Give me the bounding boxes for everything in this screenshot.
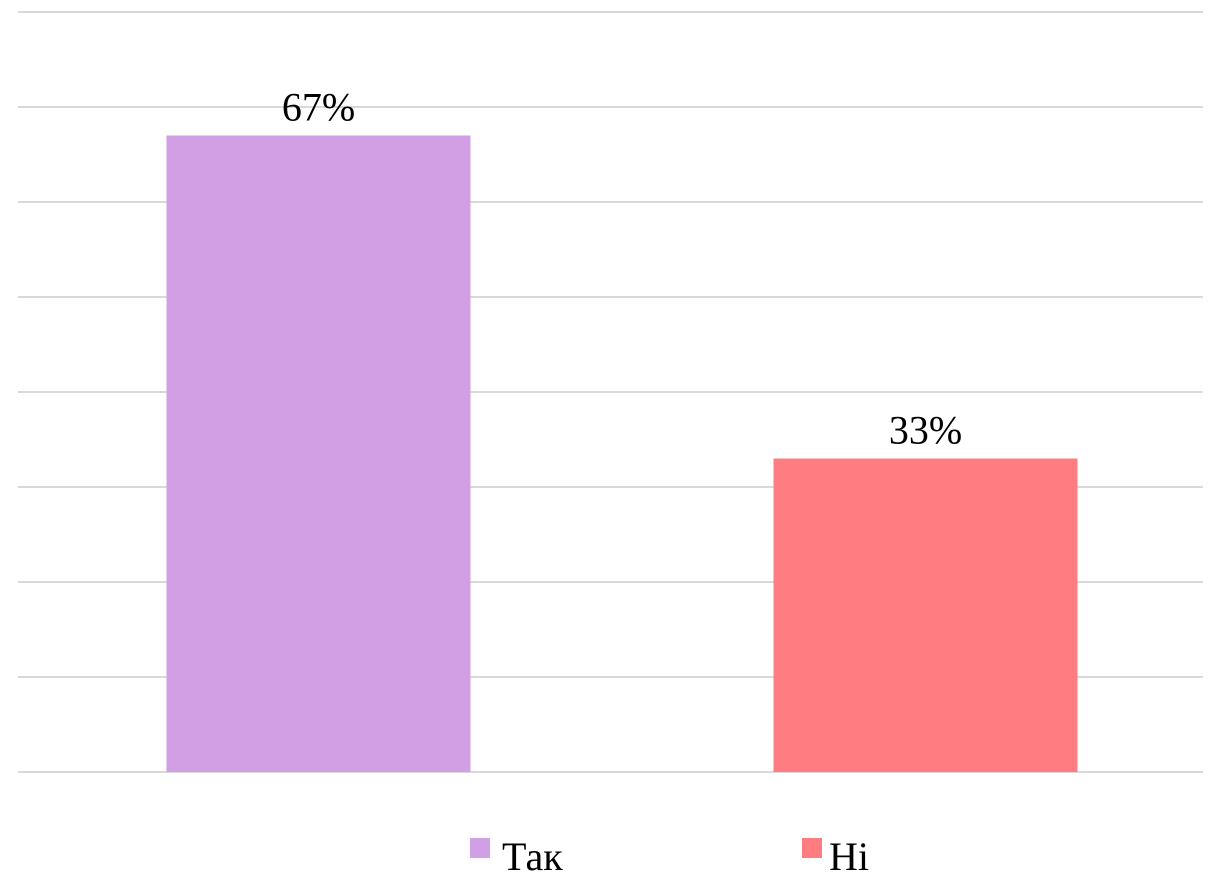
data-label-2: 33% — [889, 408, 962, 453]
data-labels: 67% 33% — [282, 85, 962, 453]
legend: Так Ні — [470, 834, 869, 879]
legend-swatch-2 — [802, 838, 822, 858]
legend-swatch-1 — [470, 838, 490, 858]
bars — [166, 135, 1078, 772]
legend-label-2: Ні — [829, 834, 869, 879]
bar-1 — [166, 135, 471, 772]
bar-2 — [773, 458, 1078, 772]
data-label-1: 67% — [282, 85, 355, 130]
legend-label-1: Так — [502, 834, 563, 879]
